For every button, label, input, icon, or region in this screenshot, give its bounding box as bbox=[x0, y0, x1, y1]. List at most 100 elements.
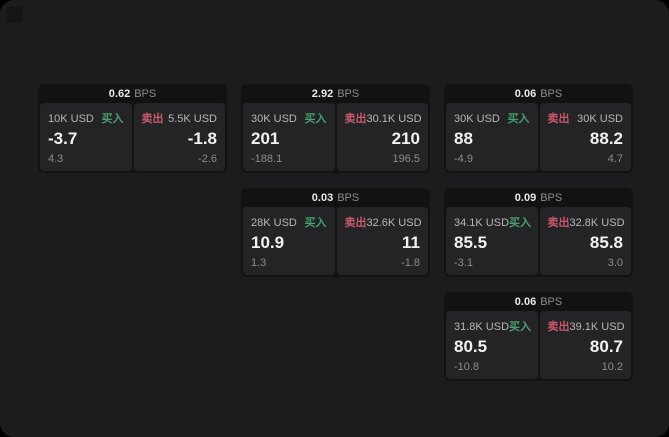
sell-panel-top-row: 卖出 30K USD bbox=[548, 110, 624, 126]
sell-panel-top-row: 卖出 32.8K USD bbox=[547, 214, 625, 230]
sell-side-label: 卖出 bbox=[344, 113, 367, 125]
buy-delta-value: -188.1 bbox=[251, 153, 283, 165]
sell-amount-label: 39.1K USD bbox=[569, 321, 625, 333]
sell-side-label: 卖出 bbox=[344, 217, 367, 229]
buy-side-label: 买入 bbox=[304, 217, 327, 229]
sell-amount-label: 32.8K USD bbox=[569, 217, 625, 229]
sell-price-value: -1.8 bbox=[187, 129, 217, 149]
buy-panel-top-row: 30K USD 买入 bbox=[251, 110, 327, 126]
buy-quote-panel[interactable]: 30K USD 买入 201 -188.1 bbox=[243, 103, 335, 171]
bps-unit-label: BPS bbox=[134, 88, 157, 100]
buy-side-label: 买入 bbox=[507, 113, 530, 125]
sell-panel-top-row: 卖出 32.6K USD bbox=[344, 214, 422, 230]
buy-panel-top-row: 10K USD 买入 bbox=[48, 110, 124, 126]
sell-delta-value: 10.2 bbox=[601, 361, 623, 373]
sell-quote-panel[interactable]: 卖出 30K USD 88.2 4.7 bbox=[539, 103, 631, 171]
quote-card: 2.92 BPS 30K USD 买入 201 -188.1 卖出 30.1K U… bbox=[241, 84, 430, 173]
spread-bps-value: 0.62 bbox=[108, 88, 131, 100]
bps-unit-label: BPS bbox=[540, 192, 563, 204]
sell-price-value: 85.8 bbox=[589, 233, 623, 253]
quote-card-grid: 0.62 BPS 10K USD 买入 -3.7 4.3 卖出 5.5K USD … bbox=[38, 84, 633, 381]
sell-delta-value: -2.6 bbox=[198, 153, 217, 165]
buy-delta-value: -4.9 bbox=[454, 153, 473, 165]
quote-panels: 30K USD 买入 88 -4.9 卖出 30K USD 88.2 4.7 bbox=[446, 103, 631, 171]
quote-card: 0.06 BPS 31.8K USD 买入 80.5 -10.8 卖出 39.1K… bbox=[444, 292, 633, 381]
quote-card: 0.06 BPS 30K USD 买入 88 -4.9 卖出 30K USD 88… bbox=[444, 84, 633, 173]
quote-panels: 10K USD 买入 -3.7 4.3 卖出 5.5K USD -1.8 -2.… bbox=[40, 103, 225, 171]
sell-amount-label: 32.6K USD bbox=[366, 217, 422, 229]
spread-header: 0.09 BPS bbox=[446, 190, 631, 207]
buy-price-value: 201 bbox=[251, 129, 280, 149]
quote-panels: 30K USD 买入 201 -188.1 卖出 30.1K USD 210 1… bbox=[243, 103, 428, 171]
spread-header: 0.06 BPS bbox=[446, 294, 631, 311]
spread-bps-value: 0.06 bbox=[514, 296, 537, 308]
sell-side-label: 卖出 bbox=[547, 321, 570, 333]
bps-unit-label: BPS bbox=[540, 296, 563, 308]
sell-panel-top-row: 卖出 5.5K USD bbox=[142, 110, 218, 126]
sell-delta-value: 3.0 bbox=[607, 257, 623, 269]
sell-quote-panel[interactable]: 卖出 39.1K USD 80.7 10.2 bbox=[539, 311, 631, 379]
quote-panels: 28K USD 买入 10.9 1.3 卖出 32.6K USD 11 -1.8 bbox=[243, 207, 428, 275]
buy-panel-top-row: 30K USD 买入 bbox=[454, 110, 530, 126]
buy-delta-value: 4.3 bbox=[48, 153, 64, 165]
buy-delta-value: -3.1 bbox=[454, 257, 473, 269]
spread-bps-value: 2.92 bbox=[311, 88, 334, 100]
buy-panel-top-row: 31.8K USD 买入 bbox=[454, 318, 532, 334]
quote-card: 0.03 BPS 28K USD 买入 10.9 1.3 卖出 32.6K USD… bbox=[241, 188, 430, 277]
spread-header: 0.06 BPS bbox=[446, 86, 631, 103]
sell-quote-panel[interactable]: 卖出 32.6K USD 11 -1.8 bbox=[336, 207, 428, 275]
sell-price-value: 80.7 bbox=[589, 337, 623, 357]
sell-delta-value: -1.8 bbox=[401, 257, 420, 269]
buy-quote-panel[interactable]: 30K USD 买入 88 -4.9 bbox=[446, 103, 538, 171]
spread-bps-value: 0.09 bbox=[514, 192, 537, 204]
buy-price-value: -3.7 bbox=[48, 129, 78, 149]
buy-panel-top-row: 34.1K USD 买入 bbox=[454, 214, 532, 230]
buy-amount-label: 10K USD bbox=[48, 113, 94, 125]
buy-price-value: 10.9 bbox=[251, 233, 285, 253]
buy-price-value: 85.5 bbox=[454, 233, 488, 253]
sell-price-value: 88.2 bbox=[589, 129, 623, 149]
spread-header: 2.92 BPS bbox=[243, 86, 428, 103]
sell-side-label: 卖出 bbox=[547, 113, 570, 125]
spread-header: 0.62 BPS bbox=[40, 86, 225, 103]
sell-price-value: 210 bbox=[391, 129, 420, 149]
buy-quote-panel[interactable]: 34.1K USD 买入 85.5 -3.1 bbox=[446, 207, 538, 275]
buy-amount-label: 31.8K USD bbox=[454, 321, 510, 333]
sell-quote-panel[interactable]: 卖出 5.5K USD -1.8 -2.6 bbox=[133, 103, 225, 171]
buy-quote-panel[interactable]: 10K USD 买入 -3.7 4.3 bbox=[40, 103, 132, 171]
sell-quote-panel[interactable]: 卖出 32.8K USD 85.8 3.0 bbox=[539, 207, 631, 275]
buy-quote-panel[interactable]: 28K USD 买入 10.9 1.3 bbox=[243, 207, 335, 275]
buy-amount-label: 30K USD bbox=[251, 113, 297, 125]
bps-unit-label: BPS bbox=[337, 88, 360, 100]
quote-panels: 31.8K USD 买入 80.5 -10.8 卖出 39.1K USD 80.… bbox=[446, 311, 631, 379]
sell-amount-label: 5.5K USD bbox=[168, 113, 217, 125]
spread-bps-value: 0.03 bbox=[311, 192, 334, 204]
buy-quote-panel[interactable]: 31.8K USD 买入 80.5 -10.8 bbox=[446, 311, 538, 379]
sell-amount-label: 30K USD bbox=[577, 113, 623, 125]
sell-panel-top-row: 卖出 30.1K USD bbox=[344, 110, 422, 126]
sell-amount-label: 30.1K USD bbox=[366, 113, 422, 125]
sell-side-label: 卖出 bbox=[141, 113, 164, 125]
bps-unit-label: BPS bbox=[540, 88, 563, 100]
buy-price-value: 88 bbox=[454, 129, 473, 149]
buy-price-value: 80.5 bbox=[454, 337, 488, 357]
buy-panel-top-row: 28K USD 买入 bbox=[251, 214, 327, 230]
spread-bps-value: 0.06 bbox=[514, 88, 537, 100]
app-logo-icon bbox=[6, 6, 23, 23]
sell-price-value: 11 bbox=[402, 233, 420, 253]
buy-amount-label: 34.1K USD bbox=[454, 217, 510, 229]
quote-card: 0.09 BPS 34.1K USD 买入 85.5 -3.1 卖出 32.8K … bbox=[444, 188, 633, 277]
buy-side-label: 买入 bbox=[509, 217, 532, 229]
sell-panel-top-row: 卖出 39.1K USD bbox=[547, 318, 625, 334]
buy-amount-label: 28K USD bbox=[251, 217, 297, 229]
buy-amount-label: 30K USD bbox=[454, 113, 500, 125]
sell-quote-panel[interactable]: 卖出 30.1K USD 210 196.5 bbox=[336, 103, 428, 171]
quote-panels: 34.1K USD 买入 85.5 -3.1 卖出 32.8K USD 85.8… bbox=[446, 207, 631, 275]
sell-delta-value: 4.7 bbox=[607, 153, 623, 165]
sell-delta-value: 196.5 bbox=[392, 153, 420, 165]
buy-side-label: 买入 bbox=[304, 113, 327, 125]
sell-side-label: 卖出 bbox=[547, 217, 570, 229]
buy-delta-value: -10.8 bbox=[454, 361, 480, 373]
buy-side-label: 买入 bbox=[509, 321, 532, 333]
